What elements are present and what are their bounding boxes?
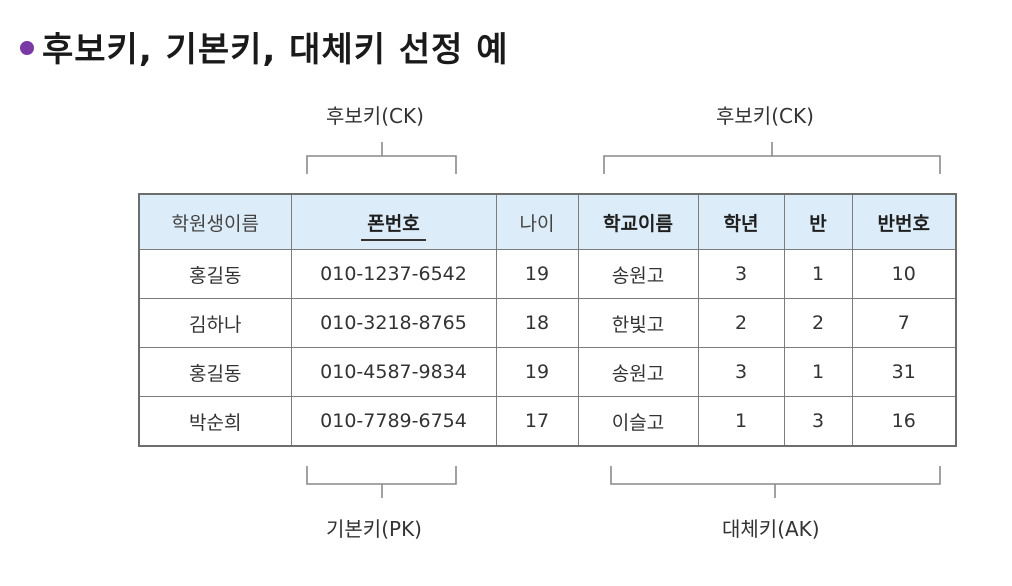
cell-age: 17 <box>495 396 579 447</box>
table-row: 홍길동 010-4587-9834 19 송원고 3 1 31 <box>138 347 957 397</box>
cell-class-number: 16 <box>851 396 957 447</box>
brace-ck-right <box>603 142 941 174</box>
table-row: 박순희 010-7789-6754 17 이슬고 1 3 16 <box>138 396 957 447</box>
cell-phone: 010-4587-9834 <box>290 347 497 397</box>
cell-name: 박순희 <box>138 396 292 447</box>
bullet-icon <box>20 41 34 55</box>
header-grade: 학년 <box>697 193 785 250</box>
cell-name: 김하나 <box>138 298 292 348</box>
alternate-key-label: 대체키(AK) <box>722 517 820 541</box>
cell-school: 이슬고 <box>577 396 699 447</box>
brace-ck-left <box>306 142 457 174</box>
header-phone: 폰번호 <box>290 193 497 250</box>
cell-school: 송원고 <box>577 347 699 397</box>
cell-class: 1 <box>783 249 853 299</box>
primary-key-label: 기본키(PK) <box>326 517 422 541</box>
cell-name: 홍길동 <box>138 249 292 299</box>
cell-grade: 3 <box>697 249 785 299</box>
cell-phone: 010-3218-8765 <box>290 298 497 348</box>
cell-age: 19 <box>495 347 579 397</box>
title-text: 후보키, 기본키, 대체키 선정 예 <box>42 29 509 70</box>
header-class-number: 반번호 <box>851 193 957 250</box>
header-phone-label: 폰번호 <box>361 212 426 241</box>
slide-title: 후보키, 기본키, 대체키 선정 예 <box>20 20 509 72</box>
cell-grade: 1 <box>697 396 785 447</box>
table-row: 김하나 010-3218-8765 18 한빛고 2 2 7 <box>138 298 957 348</box>
cell-class-number: 7 <box>851 298 957 348</box>
cell-phone: 010-7789-6754 <box>290 396 497 447</box>
brace-ak <box>610 466 941 498</box>
header-student-name: 학원생이름 <box>138 193 292 250</box>
cell-grade: 3 <box>697 347 785 397</box>
cell-school: 송원고 <box>577 249 699 299</box>
cell-school: 한빛고 <box>577 298 699 348</box>
candidate-key-label-right: 후보키(CK) <box>716 104 814 128</box>
cell-class-number: 31 <box>851 347 957 397</box>
cell-class: 2 <box>783 298 853 348</box>
header-age: 나이 <box>495 193 579 250</box>
table-row: 홍길동 010-1237-6542 19 송원고 3 1 10 <box>138 249 957 299</box>
header-class: 반 <box>783 193 853 250</box>
cell-name: 홍길동 <box>138 347 292 397</box>
cell-class-number: 10 <box>851 249 957 299</box>
table-header-row: 학원생이름 폰번호 나이 학교이름 학년 반 반번호 <box>138 193 957 250</box>
header-school: 학교이름 <box>577 193 699 250</box>
cell-grade: 2 <box>697 298 785 348</box>
candidate-key-label-left: 후보키(CK) <box>326 104 424 128</box>
student-table: 학원생이름 폰번호 나이 학교이름 학년 반 반번호 홍길동 010-1237-… <box>138 193 957 447</box>
cell-age: 18 <box>495 298 579 348</box>
brace-pk <box>306 466 457 498</box>
cell-class: 3 <box>783 396 853 447</box>
cell-class: 1 <box>783 347 853 397</box>
cell-age: 19 <box>495 249 579 299</box>
cell-phone: 010-1237-6542 <box>290 249 497 299</box>
